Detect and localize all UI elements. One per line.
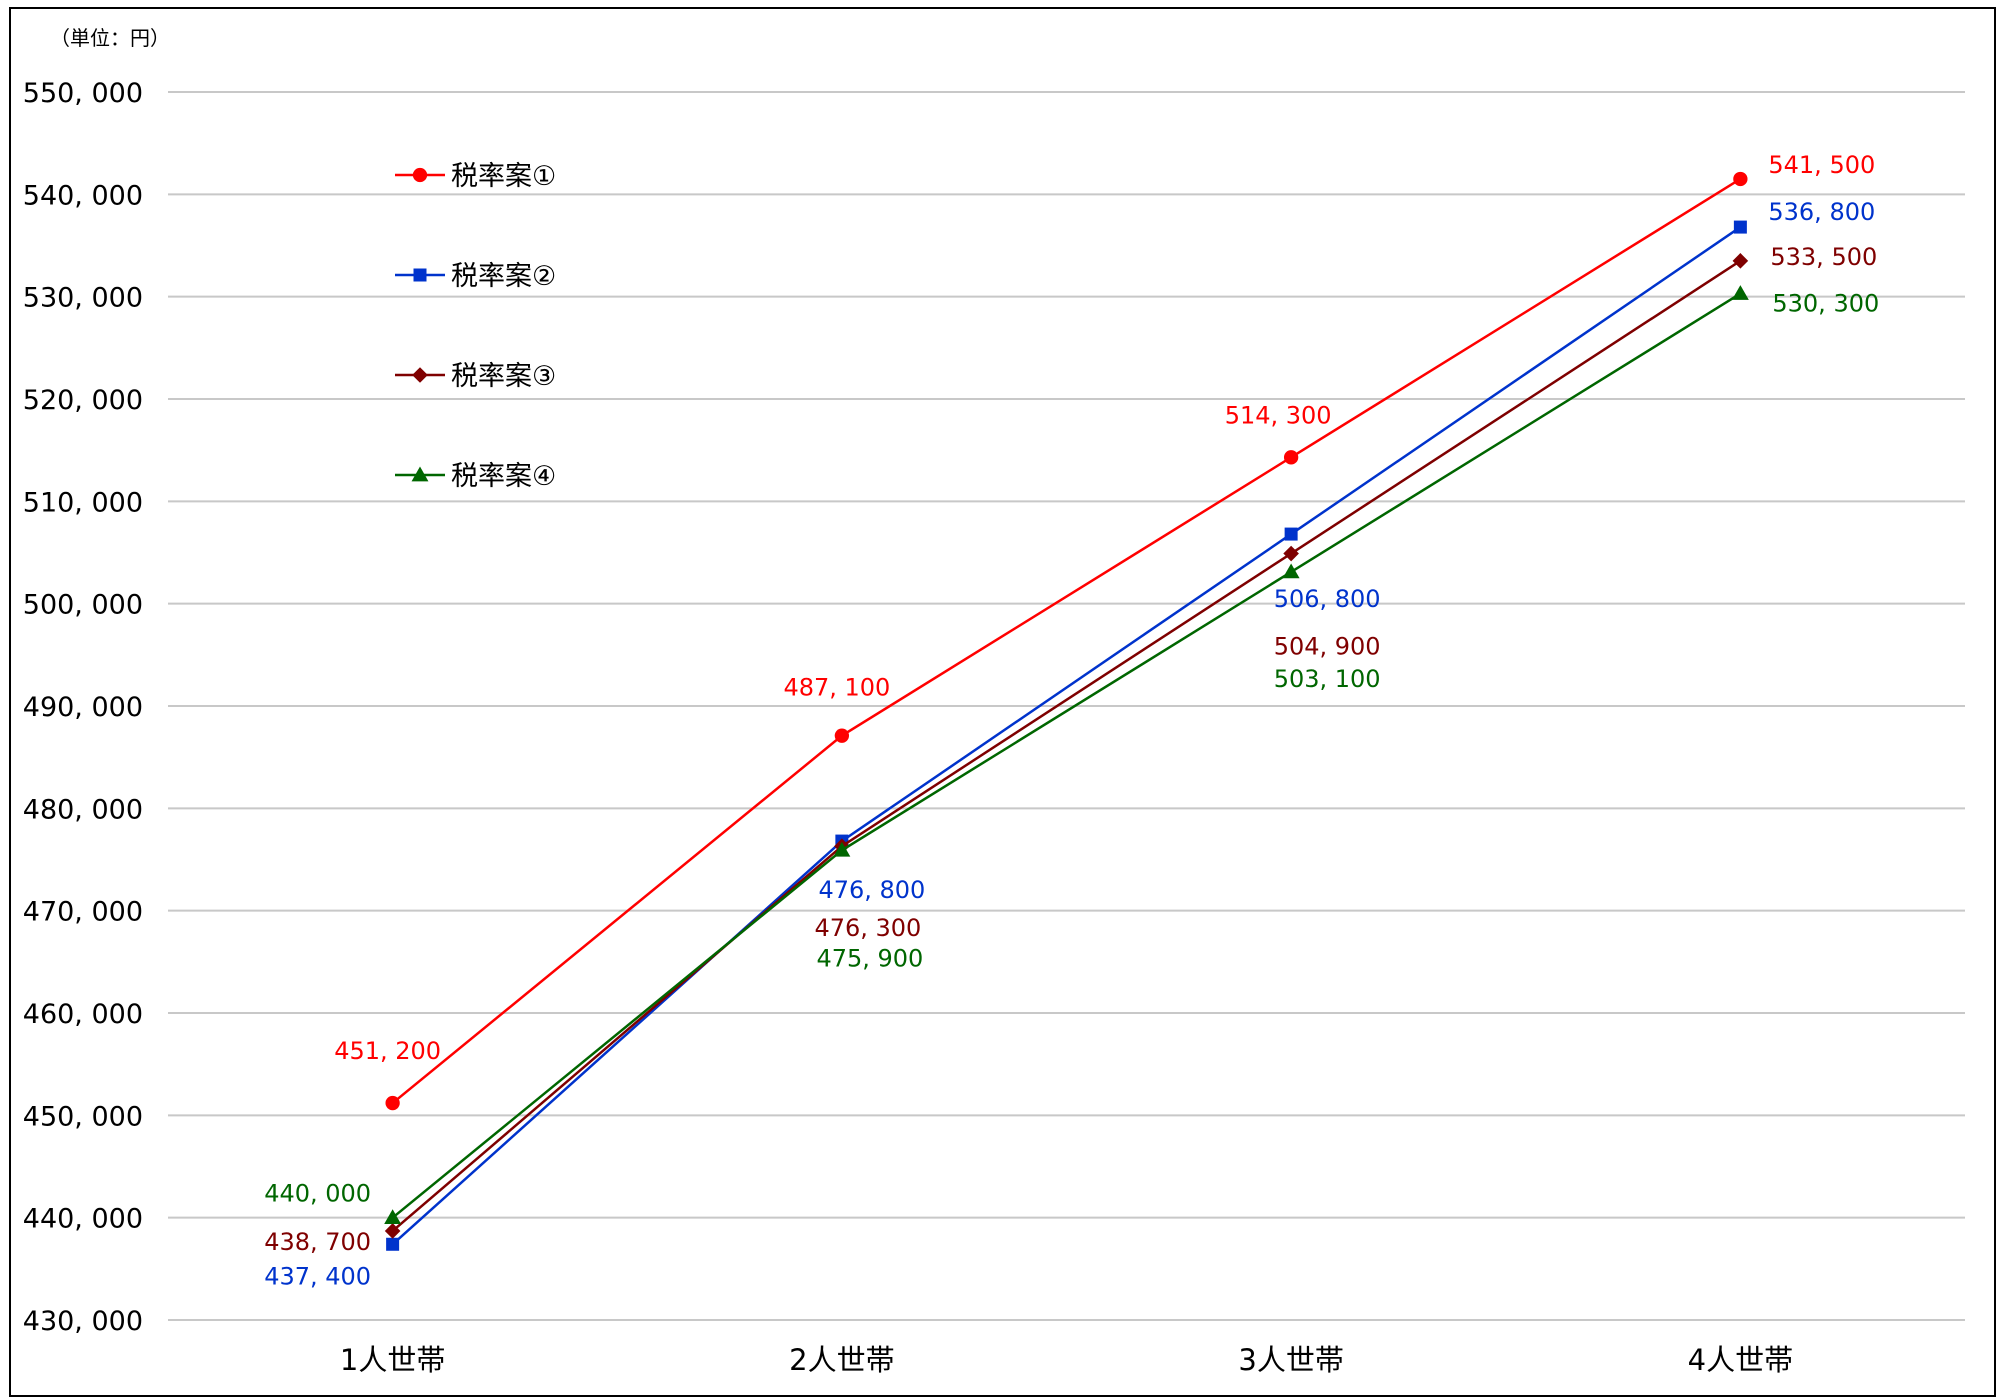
data-label: 530, 300 <box>1772 290 1879 318</box>
y-tick-label: 440, 000 <box>23 1204 143 1235</box>
data-point <box>412 367 428 383</box>
data-labels: 451, 200 487, 100 514, 300 541, 500 437, 400… <box>264 151 1879 1290</box>
data-label: 476, 300 <box>814 914 921 942</box>
data-label: 514, 300 <box>1225 401 1332 429</box>
y-tick-label: 500, 000 <box>23 590 143 621</box>
y-tick-label: 470, 000 <box>23 897 143 928</box>
data-point <box>413 268 427 282</box>
x-axis: 1人世帯 2人世帯 3人世帯 4人世帯 <box>340 1343 1793 1377</box>
data-point <box>834 728 850 743</box>
y-tick-label: 510, 000 <box>23 487 143 518</box>
data-point <box>412 167 428 183</box>
x-tick-label: 2人世帯 <box>789 1343 894 1377</box>
y-tick-label: 480, 000 <box>23 794 143 825</box>
series-line <box>391 226 1742 1246</box>
x-tick-label: 1人世帯 <box>340 1343 445 1377</box>
data-label: 451, 200 <box>334 1037 441 1065</box>
data-point <box>384 1209 402 1225</box>
data-label: 541, 500 <box>1768 151 1875 179</box>
data-point <box>1732 253 1749 269</box>
legend-label: 税率案④ <box>451 461 556 492</box>
data-point <box>385 1095 400 1111</box>
y-axis: 430, 000 440, 000 450, 000 460, 000 470, 000… <box>23 78 143 1337</box>
gridlines <box>168 91 1965 1321</box>
series-line <box>391 177 1742 1105</box>
data-label: 476, 800 <box>818 876 925 904</box>
legend: 税率案① 税率案② 税率案③ 税率案④ <box>395 161 556 492</box>
series-group <box>384 171 1749 1251</box>
y-tick-label: 530, 000 <box>23 283 143 314</box>
data-label: 504, 900 <box>1274 633 1381 661</box>
y-tick-label: 540, 000 <box>23 180 143 211</box>
x-tick-label: 3人世帯 <box>1238 1343 1343 1377</box>
data-label: 475, 900 <box>816 944 923 972</box>
data-label: 536, 800 <box>1768 198 1875 226</box>
data-point <box>1284 527 1298 541</box>
y-tick-label: 450, 000 <box>23 1101 143 1132</box>
data-point <box>1733 220 1747 234</box>
y-tick-label: 430, 000 <box>23 1306 143 1337</box>
data-point <box>833 841 851 857</box>
unit-label: （単位：円） <box>50 26 170 50</box>
data-label: 503, 100 <box>1274 665 1381 693</box>
data-label: 438, 700 <box>264 1228 371 1256</box>
series-line <box>391 292 1742 1219</box>
data-point <box>1282 563 1300 579</box>
y-tick-label: 460, 000 <box>23 999 143 1030</box>
data-point <box>1731 285 1749 300</box>
y-tick-label: 520, 000 <box>23 385 143 416</box>
legend-label: 税率案③ <box>451 361 556 392</box>
data-point <box>386 1237 400 1251</box>
data-label: 440, 000 <box>264 1180 371 1208</box>
chart-frame <box>9 7 1996 1397</box>
data-point <box>1283 450 1299 465</box>
y-tick-label: 490, 000 <box>23 692 143 723</box>
data-point <box>1733 171 1748 187</box>
series-line <box>391 259 1742 1232</box>
data-label: 533, 500 <box>1770 243 1877 271</box>
data-label: 437, 400 <box>264 1262 371 1290</box>
data-label: 487, 100 <box>783 674 890 702</box>
data-point <box>411 466 429 482</box>
x-tick-label: 4人世帯 <box>1688 1343 1793 1377</box>
data-point <box>1283 545 1299 562</box>
legend-label: 税率案① <box>451 161 556 192</box>
data-label: 506, 800 <box>1274 585 1381 613</box>
data-point <box>384 1223 401 1239</box>
y-tick-label: 550, 000 <box>23 78 143 109</box>
legend-label: 税率案② <box>451 261 556 292</box>
